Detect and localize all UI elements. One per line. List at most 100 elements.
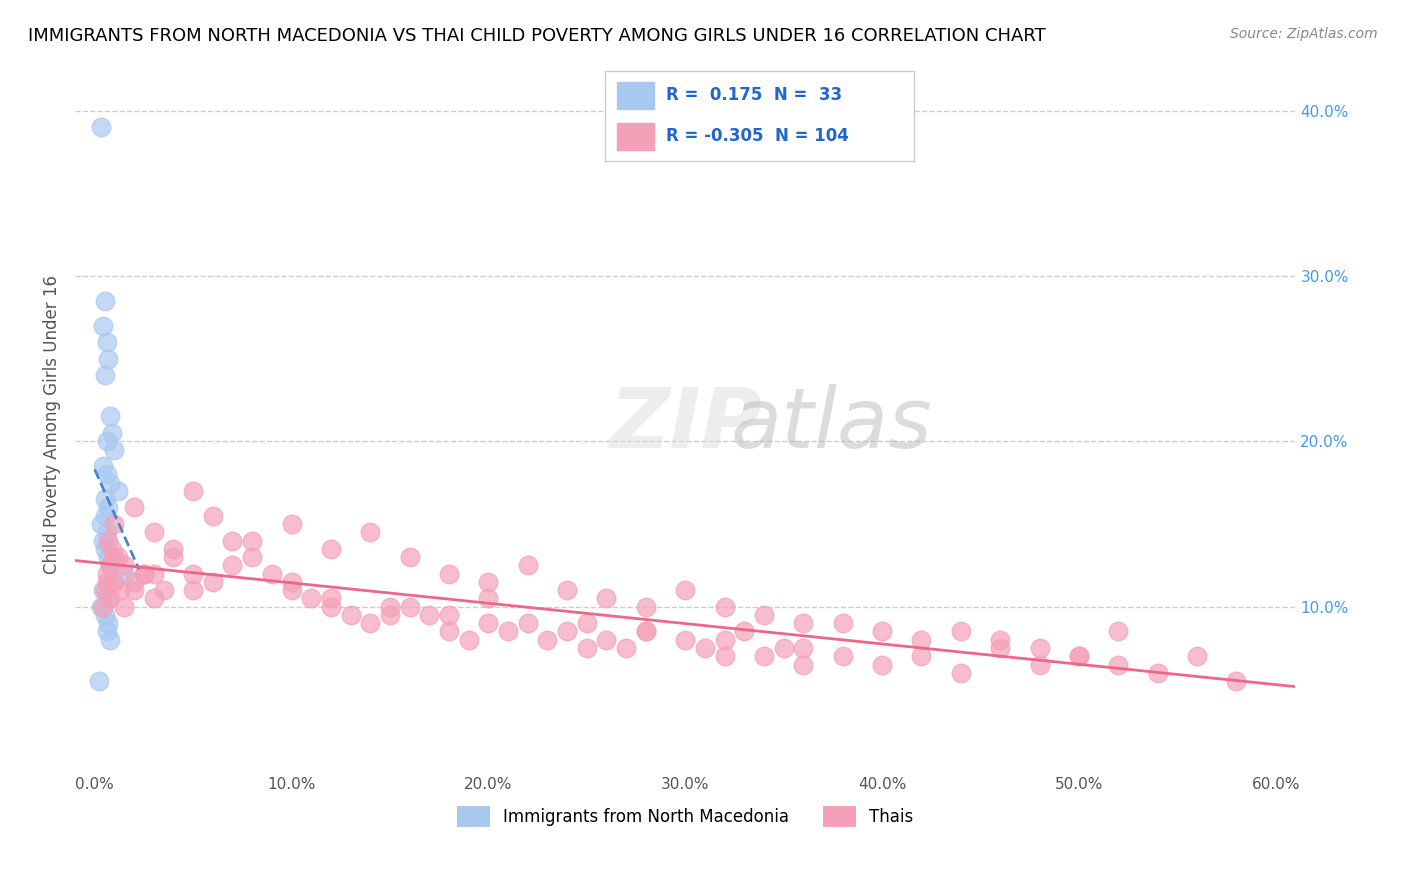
Point: [107, 483, 129, 498]
Point: [122, 574, 145, 589]
Point: [477, 616, 499, 631]
Point: [477, 574, 499, 589]
Point: [673, 583, 696, 598]
Point: [96, 624, 118, 639]
Point: [713, 599, 735, 614]
Point: [201, 574, 224, 589]
Point: [181, 566, 204, 581]
Point: [949, 665, 972, 680]
Point: [339, 607, 361, 622]
Point: [100, 409, 122, 424]
Point: [97, 500, 120, 515]
Point: [1107, 624, 1129, 639]
Point: [792, 640, 814, 655]
Point: [831, 649, 853, 664]
Point: [536, 632, 558, 647]
Point: [112, 558, 135, 573]
Point: [398, 599, 420, 614]
Point: [910, 632, 932, 647]
Point: [103, 516, 125, 531]
Point: [142, 566, 165, 581]
Point: [97, 533, 120, 548]
Point: [555, 624, 578, 639]
Text: R = -0.305  N = 104: R = -0.305 N = 104: [666, 128, 849, 145]
Bar: [617, 123, 654, 150]
Y-axis label: Child Poverty Among Girls Under 16: Child Poverty Among Girls Under 16: [44, 276, 60, 574]
Point: [437, 624, 460, 639]
Point: [96, 334, 118, 349]
Text: Source: ZipAtlas.com: Source: ZipAtlas.com: [1230, 27, 1378, 41]
Point: [162, 549, 184, 564]
Point: [240, 549, 263, 564]
Point: [575, 640, 598, 655]
Text: ZIP: ZIP: [609, 384, 762, 466]
Point: [91, 533, 114, 548]
Point: [496, 624, 519, 639]
Point: [90, 516, 112, 531]
Bar: [617, 82, 654, 109]
Point: [1146, 665, 1168, 680]
Point: [792, 616, 814, 631]
Point: [1225, 674, 1247, 689]
Point: [96, 525, 118, 540]
Point: [792, 657, 814, 672]
Point: [240, 533, 263, 548]
Point: [93, 368, 115, 383]
Point: [100, 475, 122, 490]
Point: [110, 583, 132, 598]
Point: [93, 607, 115, 622]
Point: [988, 640, 1011, 655]
Point: [90, 599, 112, 614]
Point: [870, 624, 893, 639]
Point: [752, 649, 775, 664]
Point: [142, 525, 165, 540]
Point: [1067, 649, 1090, 664]
Point: [398, 549, 420, 564]
Point: [93, 583, 115, 598]
Point: [122, 583, 145, 598]
Point: [831, 616, 853, 631]
Point: [634, 624, 657, 639]
Point: [97, 549, 120, 564]
Point: [91, 599, 114, 614]
Point: [96, 566, 118, 581]
Point: [122, 500, 145, 515]
Point: [221, 558, 243, 573]
Point: [87, 674, 110, 689]
Point: [870, 657, 893, 672]
Point: [96, 574, 118, 589]
Point: [280, 516, 302, 531]
Legend: Immigrants from North Macedonia, Thais: Immigrants from North Macedonia, Thais: [450, 799, 921, 833]
Point: [100, 591, 122, 606]
Point: [100, 632, 122, 647]
Point: [97, 616, 120, 631]
Point: [101, 425, 124, 440]
Point: [107, 549, 129, 564]
Point: [90, 120, 112, 134]
Point: [91, 583, 114, 598]
Point: [1067, 649, 1090, 664]
Point: [101, 541, 124, 556]
Point: [103, 574, 125, 589]
Point: [437, 566, 460, 581]
Point: [673, 632, 696, 647]
Point: [101, 574, 124, 589]
Point: [595, 591, 617, 606]
Point: [280, 574, 302, 589]
Point: [437, 607, 460, 622]
Point: [418, 607, 440, 622]
Point: [319, 541, 342, 556]
Point: [221, 533, 243, 548]
Point: [752, 607, 775, 622]
Point: [477, 591, 499, 606]
Point: [378, 599, 401, 614]
Point: [555, 583, 578, 598]
Point: [359, 616, 381, 631]
Point: [181, 583, 204, 598]
Point: [1028, 640, 1050, 655]
Point: [910, 649, 932, 664]
Point: [91, 459, 114, 474]
Point: [634, 624, 657, 639]
Point: [162, 541, 184, 556]
Point: [181, 483, 204, 498]
